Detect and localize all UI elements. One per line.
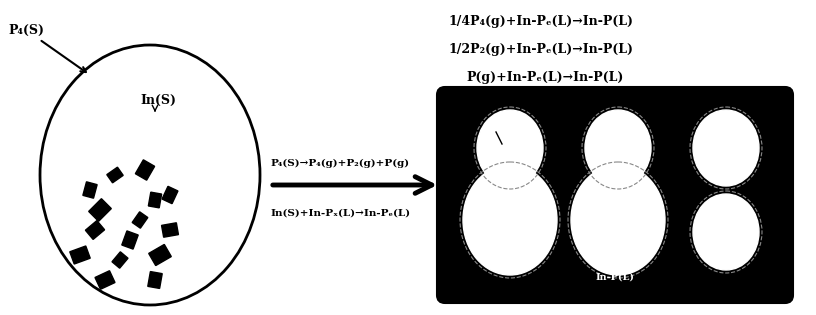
Polygon shape [162,223,179,237]
Polygon shape [149,192,162,208]
Polygon shape [162,186,178,204]
Text: P₄(S): P₄(S) [8,24,86,72]
Polygon shape [122,231,138,249]
Ellipse shape [693,194,759,270]
Polygon shape [107,167,123,183]
Ellipse shape [571,165,665,275]
Text: 1/4P₄(g)+In-Pₑ(L)→In-P(L): 1/4P₄(g)+In-Pₑ(L)→In-P(L) [448,15,633,28]
Polygon shape [95,271,115,289]
Polygon shape [70,246,91,264]
Ellipse shape [693,110,759,186]
Ellipse shape [463,165,557,275]
Ellipse shape [585,110,651,186]
Polygon shape [112,252,128,268]
Text: P(g)+In-Pₑ(L)→In-P(L): P(g)+In-Pₑ(L)→In-P(L) [466,72,623,84]
Text: In(S)+In-Pₓ(L)→In-Pₑ(L): In(S)+In-Pₓ(L)→In-Pₑ(L) [270,209,410,217]
Polygon shape [86,220,104,239]
Text: P₄(S)→P₄(g)+P₂(g)+P(g): P₄(S)→P₄(g)+P₂(g)+P(g) [270,158,409,168]
Polygon shape [135,160,154,180]
Ellipse shape [477,110,543,186]
Text: In-P(L): In-P(L) [596,272,634,282]
Polygon shape [83,182,97,198]
Polygon shape [149,244,171,266]
Polygon shape [132,212,148,228]
FancyBboxPatch shape [437,87,793,303]
Polygon shape [148,272,162,289]
Text: 1/2P₂(g)+In-Pₑ(L)→In-P(L): 1/2P₂(g)+In-Pₑ(L)→In-P(L) [448,43,633,56]
Text: In(S): In(S) [140,94,176,106]
Polygon shape [89,199,111,221]
